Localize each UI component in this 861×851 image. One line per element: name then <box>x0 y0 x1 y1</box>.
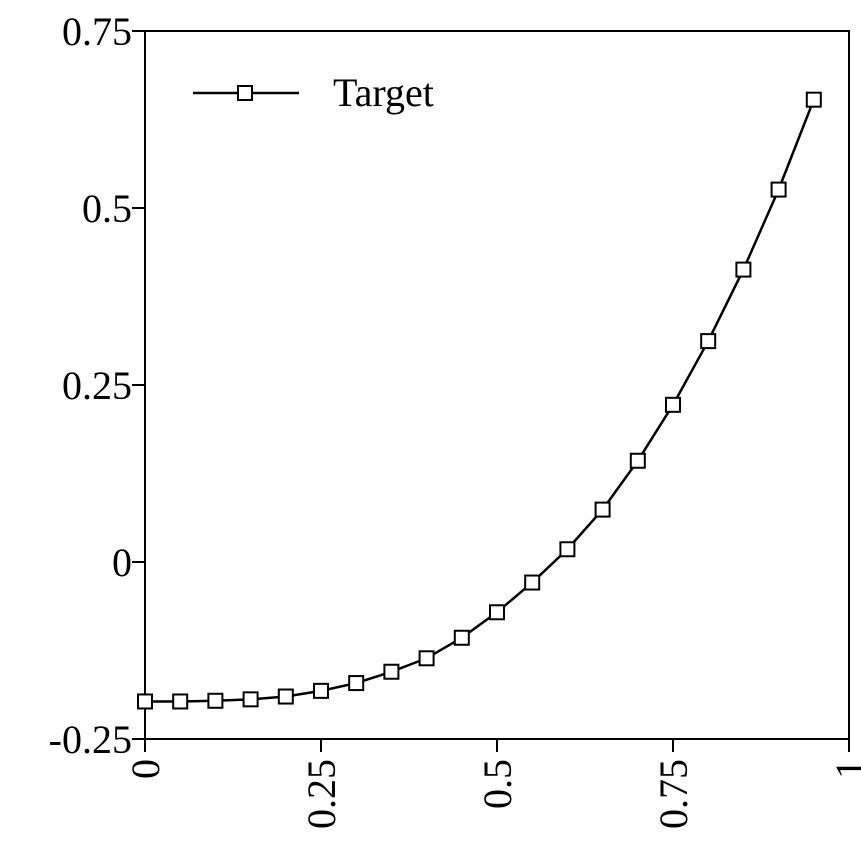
x-axis: 0 0.25 0.5 0.75 1 <box>123 739 861 829</box>
y-tick-label: -0.25 <box>49 717 132 762</box>
y-tick-label: 0.5 <box>82 186 132 231</box>
x-tick-label: 0.75 <box>651 759 696 829</box>
y-tick-label: 0.25 <box>62 363 132 408</box>
x-tick-label: 0.5 <box>475 759 520 809</box>
y-axis: -0.25 0 0.25 0.5 0.75 <box>49 9 145 762</box>
data-point <box>348 675 365 692</box>
data-point <box>277 688 294 705</box>
data-point <box>629 452 646 469</box>
data-point <box>524 574 541 591</box>
data-point <box>453 629 470 646</box>
data-point <box>418 650 435 667</box>
data-point <box>137 693 153 710</box>
legend-marker <box>237 85 253 101</box>
data-point <box>172 693 189 710</box>
legend: Target <box>193 70 434 115</box>
data-point <box>489 604 505 621</box>
legend-label-target: Target <box>333 70 434 115</box>
data-point <box>770 181 787 198</box>
series-layer <box>137 91 822 710</box>
x-tick-label: 1 <box>827 759 861 779</box>
y-tick-label: 0.75 <box>62 9 132 54</box>
x-tick-label: 0.25 <box>299 759 344 829</box>
plot-frame <box>144 30 850 740</box>
series-line <box>145 99 815 703</box>
data-point <box>207 692 224 709</box>
data-point <box>700 333 717 350</box>
data-point <box>313 682 329 699</box>
data-point <box>242 691 259 708</box>
data-point <box>735 261 752 278</box>
y-tick-label: 0 <box>112 540 132 585</box>
data-point <box>665 396 681 413</box>
data-point <box>594 501 611 518</box>
data-point <box>805 91 822 108</box>
data-point <box>559 541 576 558</box>
x-tick-label: 0 <box>123 759 168 779</box>
data-point <box>383 663 400 680</box>
